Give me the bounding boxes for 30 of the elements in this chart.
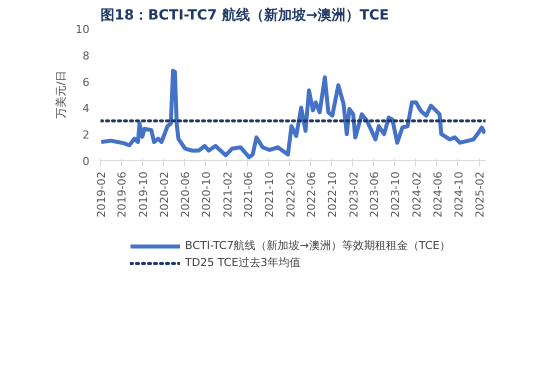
legend-label: BCTI-TC7航线（新加坡→澳洲）等效期租租金（TCE） [185,238,451,253]
x-tick-label: 2019-10 [136,171,150,218]
y-tick-label: 6 [82,76,90,89]
x-tick-label: 2022-10 [326,171,340,218]
chart-title: 图18：BCTI-TC7 航线（新加坡→澳洲）TCE [100,6,389,24]
x-tick-label: 2019-06 [116,171,129,218]
x-tick-label: 2022-02 [284,171,298,218]
y-tick-label: 4 [82,102,90,116]
x-tick-label: 2022-06 [305,171,318,218]
x-tick-label: 2023-06 [368,171,382,218]
line-series [100,68,486,160]
x-tick-label: 2021-10 [263,171,276,218]
y-tick-label: 8 [82,49,90,62]
x-tick-label: 2021-02 [221,171,234,218]
x-tick-label: 2020-06 [178,171,192,218]
legend-label: TD25 TCE过去3年均值 [185,255,300,270]
x-tick-label: 2025-02 [474,171,487,218]
x-tick-label: 2019-02 [95,171,108,218]
y-axis-title: 万美元/日 [54,70,68,118]
x-tick-label: 2021-06 [242,171,255,218]
x-tick-label: 2024-06 [431,171,444,218]
x-tick-label: 2024-02 [410,171,424,218]
x-tick-label: 2024-10 [452,171,466,218]
x-tick-label: 2023-02 [347,171,360,218]
x-tick-label: 2020-02 [158,171,172,218]
y-tick-label: 2 [82,128,90,142]
x-tick-label: 2020-10 [200,171,214,218]
y-tick-label: 0 [82,155,90,168]
y-tick-label: 10 [76,23,90,36]
x-tick-label: 2023-10 [389,171,402,218]
